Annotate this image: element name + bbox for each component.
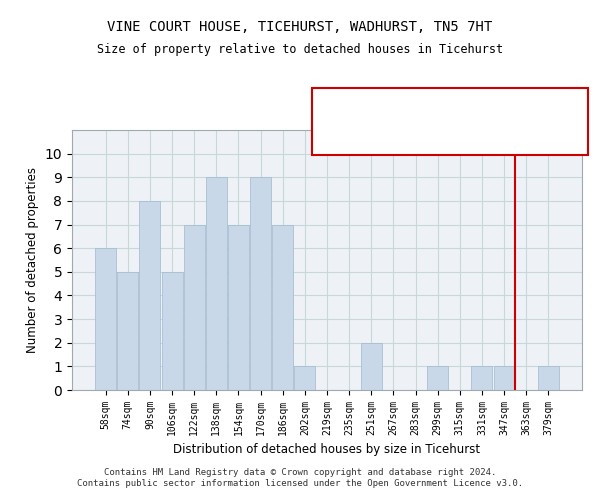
Bar bbox=[161, 272, 182, 390]
Text: VINE COURT HOUSE, TICEHURST, WADHURST, TN5 7HT: VINE COURT HOUSE, TICEHURST, WADHURST, T… bbox=[107, 20, 493, 34]
Bar bbox=[472, 366, 493, 390]
Bar bbox=[118, 272, 139, 390]
Bar bbox=[272, 224, 293, 390]
Bar bbox=[95, 248, 116, 390]
Bar bbox=[228, 224, 249, 390]
Bar bbox=[250, 178, 271, 390]
Bar bbox=[184, 224, 205, 390]
Bar bbox=[361, 342, 382, 390]
Bar bbox=[538, 366, 559, 390]
Bar bbox=[494, 366, 515, 390]
Bar bbox=[206, 178, 227, 390]
Y-axis label: Number of detached properties: Number of detached properties bbox=[26, 167, 39, 353]
Text: VINE COURT HOUSE: 344sqm
← 99% of detached houses are smaller (67)
1% of semi-de: VINE COURT HOUSE: 344sqm ← 99% of detach… bbox=[316, 96, 584, 129]
Text: Contains HM Land Registry data © Crown copyright and database right 2024.
Contai: Contains HM Land Registry data © Crown c… bbox=[77, 468, 523, 487]
X-axis label: Distribution of detached houses by size in Ticehurst: Distribution of detached houses by size … bbox=[173, 444, 481, 456]
Bar bbox=[427, 366, 448, 390]
Text: Size of property relative to detached houses in Ticehurst: Size of property relative to detached ho… bbox=[97, 42, 503, 56]
Bar bbox=[139, 201, 160, 390]
Bar bbox=[295, 366, 316, 390]
